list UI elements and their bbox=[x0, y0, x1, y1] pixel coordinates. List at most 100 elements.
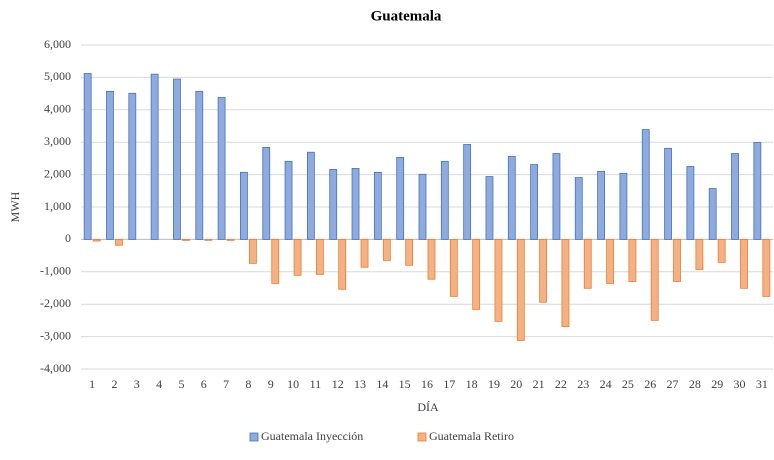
bar bbox=[708, 188, 717, 240]
x-tick-label: 15 bbox=[399, 377, 411, 391]
bar bbox=[561, 238, 570, 327]
x-tick-label: 29 bbox=[711, 377, 723, 391]
x-tick-label: 2 bbox=[111, 377, 117, 391]
x-tick-label: 27 bbox=[667, 377, 679, 391]
bar bbox=[92, 238, 101, 242]
y-tick-label: 6,000 bbox=[44, 37, 71, 51]
x-tick-label: 3 bbox=[134, 377, 140, 391]
y-tick-label: 1,000 bbox=[44, 199, 71, 213]
x-tick-label: 16 bbox=[421, 377, 433, 391]
bar bbox=[606, 238, 614, 284]
bar bbox=[717, 238, 726, 263]
bar bbox=[552, 153, 561, 240]
x-tick-label: 14 bbox=[376, 377, 388, 391]
bar bbox=[673, 238, 681, 282]
bar bbox=[173, 78, 181, 240]
bar bbox=[382, 238, 391, 261]
bar bbox=[329, 169, 338, 240]
y-tick-label: -3,000 bbox=[40, 328, 71, 342]
y-tick-label: 5,000 bbox=[44, 69, 71, 83]
legend-label: Guatemala Retiro bbox=[429, 429, 514, 443]
bar bbox=[306, 151, 315, 240]
bar bbox=[507, 156, 516, 240]
bar bbox=[583, 238, 592, 289]
bar bbox=[664, 147, 672, 240]
legend-swatch bbox=[417, 432, 427, 442]
x-tick-label: 13 bbox=[354, 377, 366, 391]
bar bbox=[217, 97, 226, 240]
x-tick-label: 10 bbox=[287, 377, 299, 391]
bar bbox=[762, 238, 771, 297]
x-tick-label: 4 bbox=[156, 377, 162, 391]
bar bbox=[262, 146, 271, 240]
x-tick-label: 24 bbox=[600, 377, 612, 391]
x-tick-label: 7 bbox=[223, 377, 229, 391]
bar bbox=[463, 144, 472, 240]
x-tick-label: 23 bbox=[577, 377, 589, 391]
x-tick-label: 8 bbox=[245, 377, 251, 391]
bar bbox=[338, 238, 347, 290]
y-tick-label: 3,000 bbox=[44, 134, 71, 148]
bar bbox=[740, 238, 748, 289]
x-tick-label: 26 bbox=[644, 377, 656, 391]
x-tick-label: 21 bbox=[533, 377, 545, 391]
bar bbox=[695, 238, 704, 270]
bar bbox=[516, 238, 525, 341]
bar bbox=[83, 73, 92, 240]
bar bbox=[597, 170, 605, 240]
bar bbox=[106, 90, 114, 240]
x-tick-label: 9 bbox=[268, 377, 274, 391]
bar bbox=[753, 142, 762, 240]
y-tick-label: 2,000 bbox=[44, 166, 71, 180]
y-axis-label: MWH bbox=[8, 191, 22, 222]
bar bbox=[731, 153, 739, 240]
x-tick-label: 6 bbox=[201, 377, 207, 391]
x-axis-label: DÍA bbox=[417, 400, 439, 414]
y-tick-label: 4,000 bbox=[44, 102, 71, 116]
bar bbox=[686, 166, 695, 240]
legend-swatch bbox=[249, 432, 259, 442]
bar bbox=[150, 73, 159, 240]
bar bbox=[351, 168, 360, 240]
bar bbox=[195, 90, 204, 240]
x-tick-label: 17 bbox=[443, 377, 455, 391]
bar bbox=[418, 173, 427, 240]
chart-title: Guatemala bbox=[371, 8, 442, 24]
x-tick-label: 25 bbox=[622, 377, 634, 391]
bar bbox=[360, 238, 369, 268]
x-tick-label: 28 bbox=[689, 377, 701, 391]
x-tick-label: 18 bbox=[466, 377, 478, 391]
bar bbox=[650, 238, 659, 321]
bar bbox=[628, 238, 637, 282]
y-tick-label: -1,000 bbox=[40, 264, 71, 278]
y-tick-label: 0 bbox=[65, 231, 71, 245]
bar bbox=[574, 177, 583, 240]
bar bbox=[396, 157, 405, 240]
x-tick-label: 22 bbox=[555, 377, 567, 391]
bar bbox=[530, 164, 539, 240]
bar bbox=[472, 238, 481, 310]
bar bbox=[240, 171, 248, 240]
bar bbox=[440, 160, 449, 240]
bar bbox=[182, 238, 190, 241]
bar bbox=[449, 238, 458, 297]
bar bbox=[249, 238, 257, 264]
x-tick-label: 11 bbox=[310, 377, 322, 391]
x-tick-label: 20 bbox=[510, 377, 522, 391]
bar bbox=[485, 176, 494, 240]
bar bbox=[373, 171, 382, 240]
x-tick-label: 12 bbox=[332, 377, 344, 391]
x-tick-label: 30 bbox=[734, 377, 746, 391]
bar bbox=[494, 238, 503, 322]
bar bbox=[427, 238, 436, 280]
bar bbox=[315, 238, 324, 275]
x-tick-label: 1 bbox=[89, 377, 95, 391]
y-tick-label: -2,000 bbox=[40, 296, 71, 310]
bar bbox=[405, 238, 414, 266]
legend-label: Guatemala Inyección bbox=[261, 429, 363, 443]
x-tick-label: 31 bbox=[756, 377, 768, 391]
bar bbox=[115, 238, 123, 246]
bar bbox=[293, 238, 302, 276]
bar bbox=[284, 160, 293, 240]
